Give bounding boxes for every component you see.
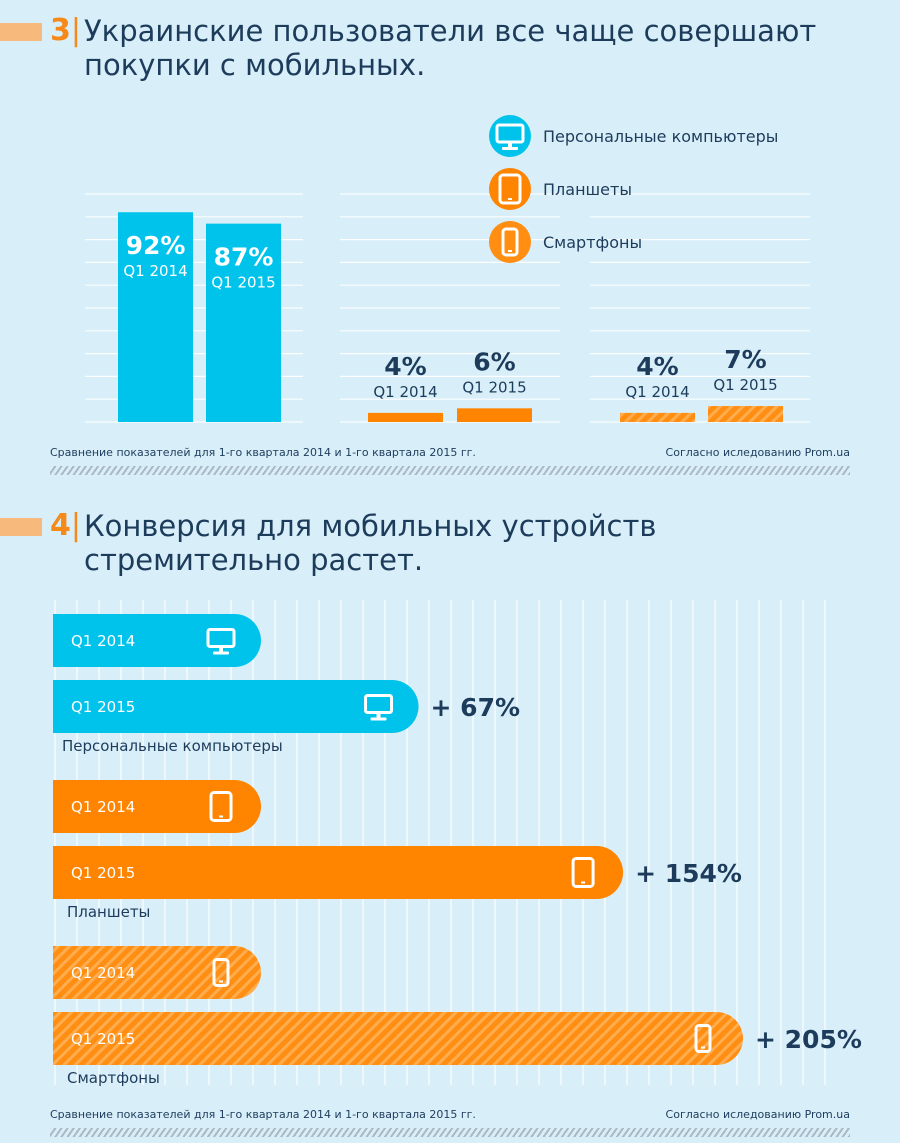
section3-footnote-left: Сравнение показателей для 1-го квартала … (50, 446, 476, 459)
category-label-pc-0: Q1 2014 (123, 262, 187, 280)
group-label-tablet: Планшеты (67, 903, 150, 921)
bar-smartphone-icon-0 (212, 958, 230, 987)
section4-accent-bar (0, 518, 42, 536)
bar-monitor-icon-1 (364, 694, 394, 721)
growth-label-smartphone: + 205% (755, 1025, 862, 1054)
legend-label-tablet: Планшеты (543, 180, 632, 199)
category-label-pc-1: Q1 2015 (71, 698, 135, 716)
section4-title-line2: стремительно растет. (84, 543, 424, 577)
conversion-growth-chart: Q1 2014 Q1 2015 + 67% Персональные компьюте… (53, 600, 862, 1087)
category-label-tablet-1: Q1 2015 (462, 378, 526, 396)
section3-title-line1: Украинские пользователи все чаще соверша… (84, 14, 817, 48)
bar-tablet-1 (457, 408, 532, 422)
section4-footnote-right: Согласно иследованию Prom.ua (665, 1108, 850, 1121)
bar-smartphone-0 (53, 946, 262, 999)
growth-label-tablet: + 154% (635, 859, 742, 888)
growth-label-pc: + 67% (431, 693, 521, 722)
legend-swatch-smartphone (489, 221, 531, 263)
value-label-tablet-0: 4% (384, 352, 426, 381)
value-label-pc-1: 87% (214, 243, 274, 272)
bar-smartphone-icon-1 (694, 1024, 712, 1053)
section4-footnote-left: Сравнение показателей для 1-го квартала … (50, 1108, 476, 1121)
bar-smartphone-1 (708, 406, 783, 422)
category-label-pc-0: Q1 2014 (71, 632, 135, 650)
category-label-tablet-1: Q1 2015 (71, 864, 135, 882)
section4-divider-stripe (50, 1128, 850, 1137)
section3-footnote-right: Согласно иследованию Prom.ua (665, 446, 850, 459)
legend-label-smartphone: Смартфоны (543, 233, 642, 252)
section3-title-line2: покупки с мобильных. (84, 48, 426, 82)
value-label-smartphone-0: 4% (636, 352, 678, 381)
bar-tablet-0 (53, 780, 262, 833)
bar-smartphone-1 (53, 1012, 743, 1065)
section3-divider-stripe (50, 466, 850, 475)
group-label-pc: Персональные компьютеры (62, 737, 283, 755)
category-label-pc-1: Q1 2015 (211, 274, 275, 292)
category-label-smartphone-1: Q1 2015 (713, 376, 777, 394)
category-label-smartphone-1: Q1 2015 (71, 1030, 135, 1048)
value-label-pc-0: 92% (126, 231, 186, 260)
device-share-chart: 92% Q1 2014 87% Q1 2015 4% Q1 2014 6% Q1 2015 4%… (85, 115, 810, 423)
bar-tablet-icon-0 (209, 791, 233, 822)
legend-swatch-pc (489, 115, 531, 157)
bar-smartphone-0 (620, 412, 695, 422)
category-label-smartphone-0: Q1 2014 (71, 964, 135, 982)
category-label-tablet-0: Q1 2014 (373, 383, 437, 401)
legend-monitor-icon (495, 123, 525, 150)
section3-number: 3| (50, 13, 81, 48)
section3-accent-bar (0, 23, 42, 41)
legend-smartphone-icon (501, 227, 519, 257)
legend-tablet-icon (498, 173, 522, 205)
bar-pc-1 (53, 680, 419, 733)
bar-monitor-icon-0 (206, 628, 236, 655)
bar-pc-0 (53, 614, 262, 667)
group-label-smartphone: Смартфоны (67, 1069, 160, 1087)
bar-tablet-icon-1 (571, 857, 595, 888)
bar-tablet-0 (368, 412, 443, 422)
legend-label-pc: Персональные компьютеры (543, 127, 778, 146)
bar-pc-1 (206, 223, 281, 422)
section4-title: Конверсия для мобильных устройств стреми… (84, 509, 656, 577)
value-label-tablet-1: 6% (473, 347, 515, 376)
section3-title: Украинские пользователи все чаще соверша… (84, 14, 816, 82)
section4-title-line1: Конверсия для мобильных устройств (84, 509, 657, 543)
bar-tablet-1 (53, 846, 624, 899)
value-label-smartphone-1: 7% (724, 345, 766, 374)
category-label-tablet-0: Q1 2014 (71, 798, 135, 816)
section4-number: 4| (50, 508, 81, 543)
category-label-smartphone-0: Q1 2014 (625, 383, 689, 401)
bar-pc-0 (118, 212, 193, 422)
